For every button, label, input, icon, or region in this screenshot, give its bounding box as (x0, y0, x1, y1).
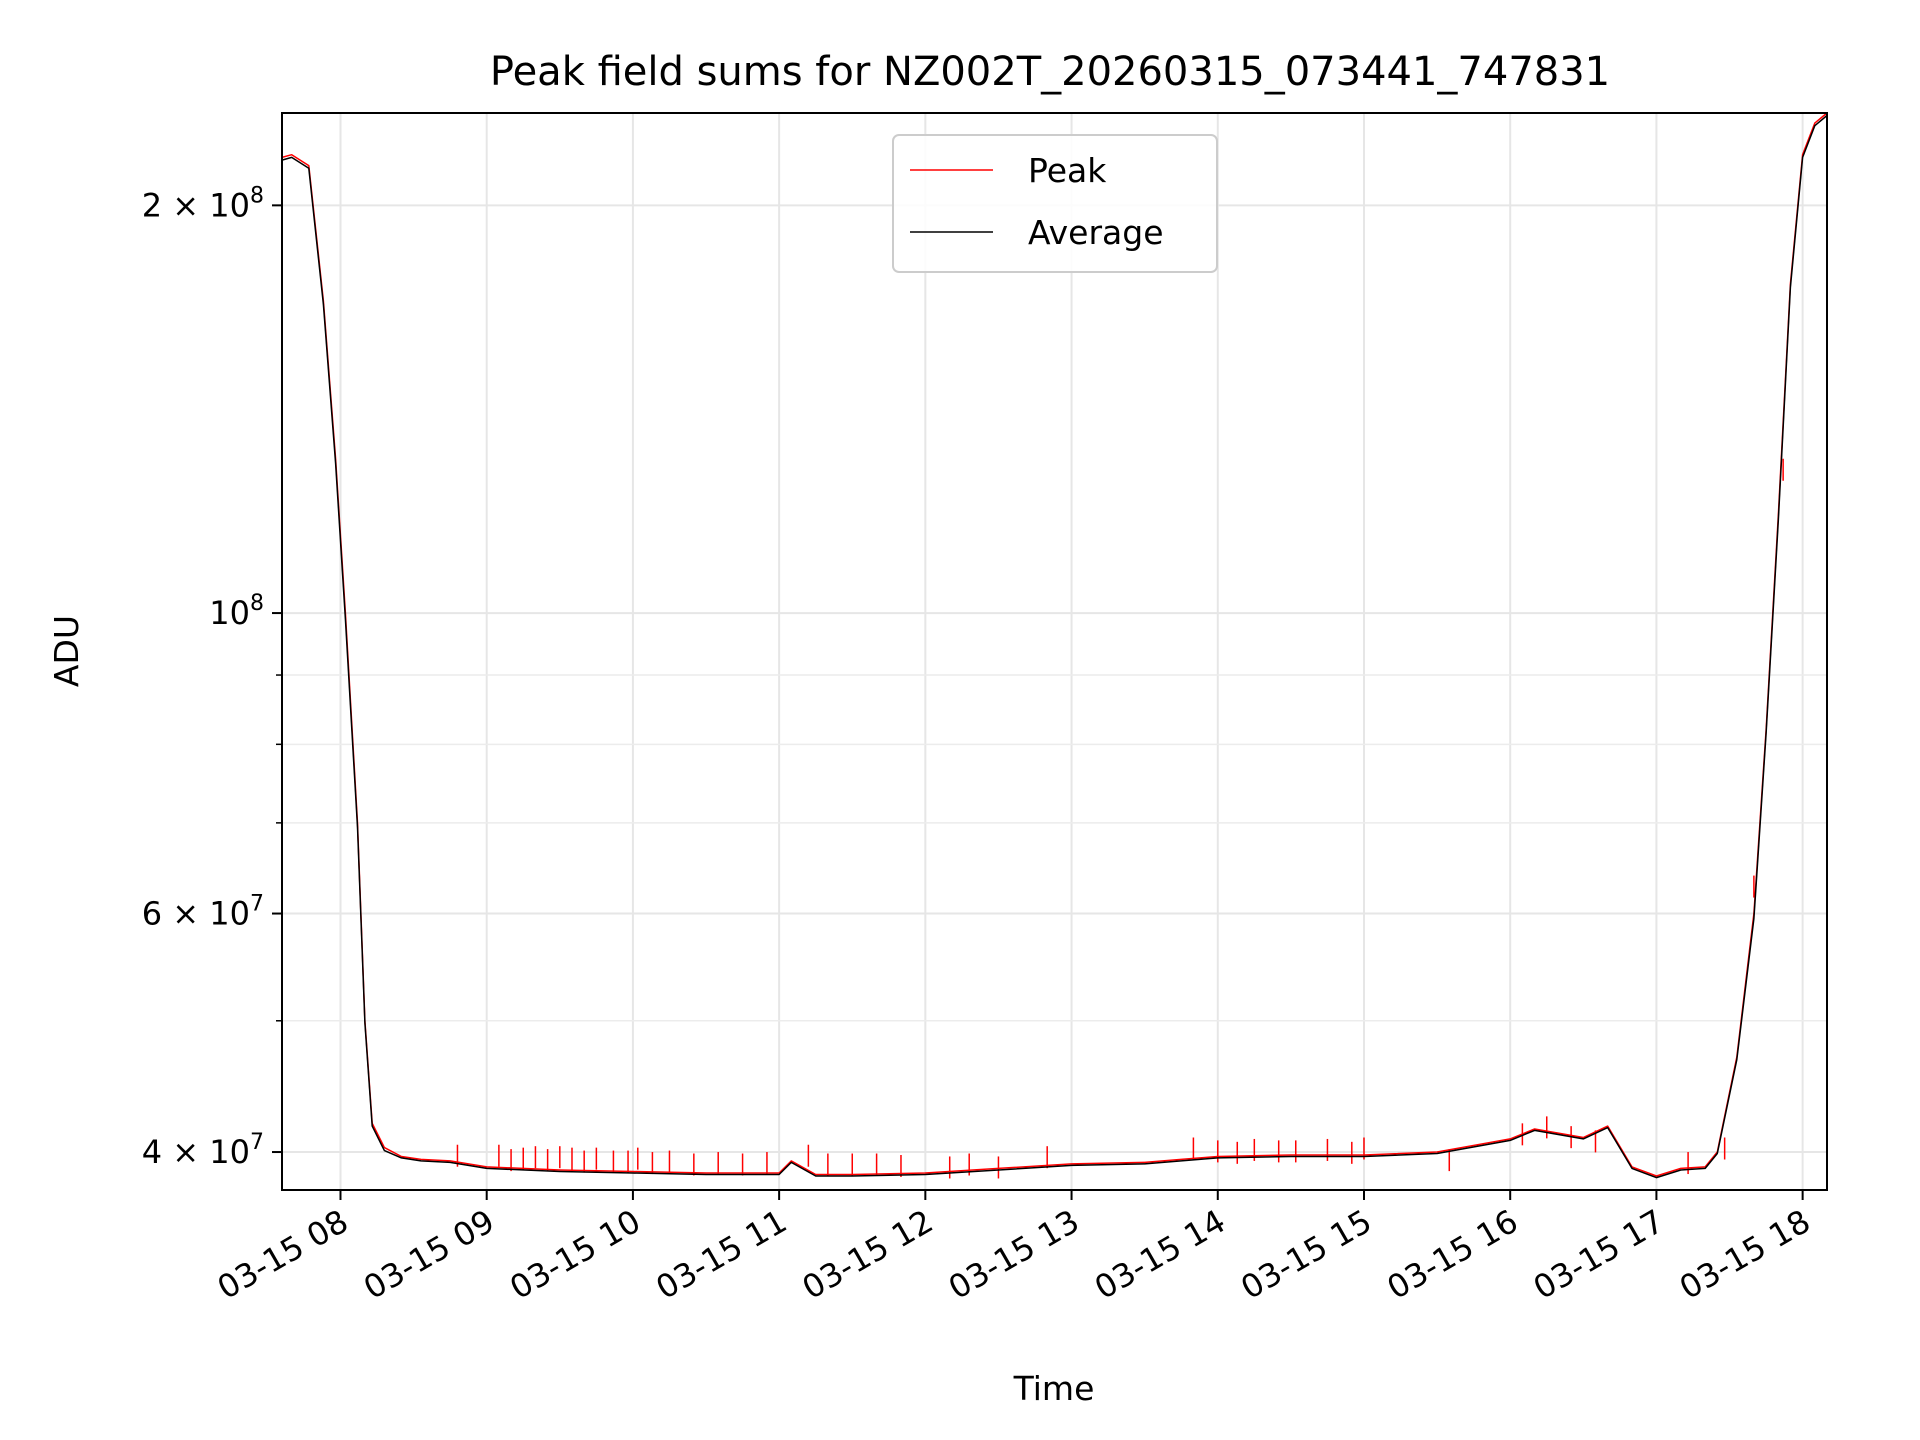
average-line (281, 114, 1828, 1179)
plot-area (281, 112, 1828, 1179)
axes-frame (281, 112, 1828, 1191)
y-axis-ticks: 4 × 107 6 × 107 108 2 × 108 (142, 183, 282, 1171)
chart-title: Peak field sums for NZ002T_20260315_0734… (490, 49, 1610, 95)
y-tick-label: 108 (209, 591, 264, 632)
legend: Peak Average (892, 134, 1218, 273)
legend-peak-label: Peak (1028, 151, 1107, 190)
y-tick-label: 6 × 107 (142, 892, 264, 933)
legend-average-label: Average (1028, 213, 1164, 252)
y-tick-label: 4 × 107 (142, 1130, 264, 1171)
y-tick-label: 2 × 108 (142, 183, 264, 224)
y-axis-label: ADU (47, 615, 86, 687)
series-average (281, 114, 1828, 1179)
x-axis-label: Time (1013, 1369, 1095, 1408)
